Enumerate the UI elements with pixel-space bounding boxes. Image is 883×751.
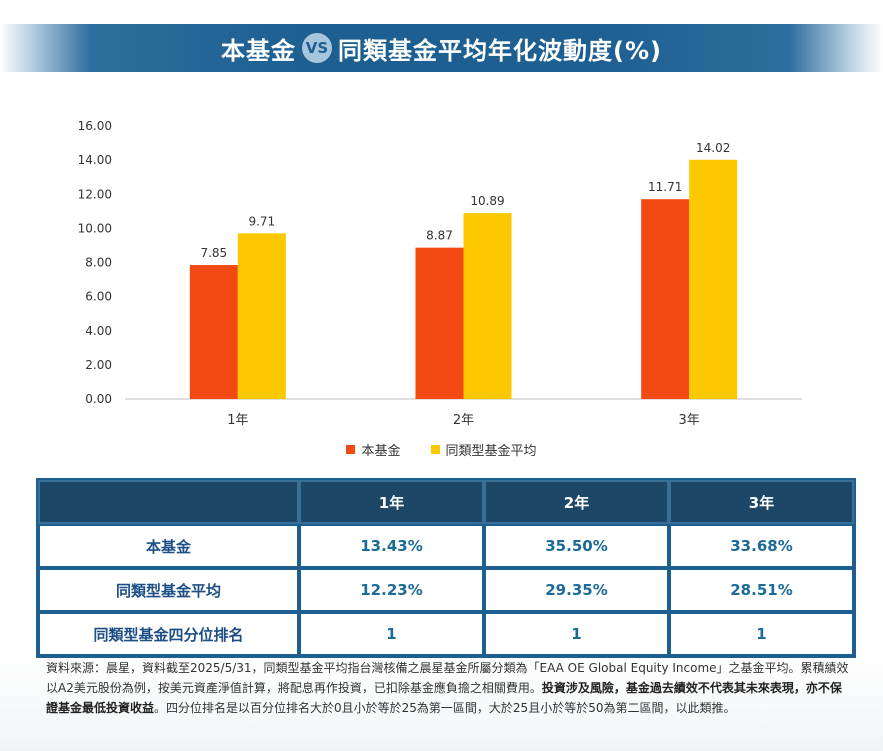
y-tick-label: 10.00 bbox=[78, 221, 112, 235]
footnote-quartile-note: 。四分位排名是以百分位排名大於0且小於等於25為第一區間，大於25且小於等於50… bbox=[154, 701, 736, 715]
bar-peer bbox=[463, 213, 512, 399]
performance-table: 1年 2年 3年 本基金 13.43% 35.50% 33.68% 同類型基金平… bbox=[36, 478, 856, 658]
legend-item-peer: 同類型基金平均 bbox=[430, 440, 537, 459]
bar-peer bbox=[689, 159, 738, 399]
row-label-quartile: 同類型基金四分位排名 bbox=[38, 612, 299, 656]
table-header-blank bbox=[38, 480, 299, 524]
y-tick-label: 4.00 bbox=[85, 324, 112, 338]
table-cell: 1 bbox=[299, 612, 484, 656]
bar-chart: 0.00 2.00 4.00 6.00 8.00 10.00 12.00 14.00 16.00… bbox=[78, 119, 802, 428]
table-cell: 33.68% bbox=[669, 524, 854, 568]
y-tick-label: 16.00 bbox=[78, 119, 112, 133]
x-tick-label: 3年 bbox=[679, 413, 700, 428]
bar-fund bbox=[415, 247, 464, 399]
data-label: 11.71 bbox=[648, 180, 682, 194]
x-tick-label: 1年 bbox=[227, 413, 248, 428]
title-left: 本基金 bbox=[221, 36, 296, 65]
table-row: 同類型基金四分位排名 1 1 1 bbox=[38, 612, 854, 656]
table-row: 本基金 13.43% 35.50% 33.68% bbox=[38, 524, 854, 568]
table-header-row: 1年 2年 3年 bbox=[38, 480, 854, 524]
data-label: 7.85 bbox=[200, 246, 227, 260]
table-cell: 29.35% bbox=[484, 568, 669, 612]
row-label-peer: 同類型基金平均 bbox=[38, 568, 299, 612]
table-cell: 28.51% bbox=[669, 568, 854, 612]
y-tick-label: 12.00 bbox=[78, 187, 112, 201]
table-cell: 1 bbox=[669, 612, 854, 656]
y-tick-label: 6.00 bbox=[85, 290, 112, 304]
legend-item-fund: 本基金 bbox=[346, 440, 401, 459]
x-tick-label: 2年 bbox=[453, 413, 474, 428]
footnote-risk-warning: 投資涉及風險，基金過去績效不代表其未來表現，亦不保證基金最低投資收益 bbox=[46, 681, 842, 715]
table-cell: 13.43% bbox=[299, 524, 484, 568]
legend-swatch-fund bbox=[346, 445, 356, 454]
footnote: 資料來源：晨星，資料截至2025/5/31，同類型基金平均指台灣核備之晨星基金所… bbox=[46, 658, 851, 718]
table-header-2y: 2年 bbox=[484, 480, 669, 524]
data-label: 14.02 bbox=[696, 141, 730, 155]
title-right: 同類基金平均年化波動度(%) bbox=[338, 36, 662, 65]
data-label: 8.87 bbox=[426, 229, 453, 243]
bar-fund bbox=[189, 265, 238, 399]
data-label: 9.71 bbox=[248, 214, 275, 228]
legend-label-peer: 同類型基金平均 bbox=[445, 444, 537, 459]
table-cell: 35.50% bbox=[484, 524, 669, 568]
legend-label-fund: 本基金 bbox=[361, 444, 401, 459]
bar-fund bbox=[641, 199, 690, 399]
table-header-1y: 1年 bbox=[299, 480, 484, 524]
title-banner: 本基金 VS 同類基金平均年化波動度(%) bbox=[0, 24, 883, 72]
bar-peer bbox=[237, 233, 286, 399]
table-row: 同類型基金平均 12.23% 29.35% 28.51% bbox=[38, 568, 854, 612]
row-label-fund: 本基金 bbox=[38, 524, 299, 568]
legend-swatch-peer bbox=[430, 445, 440, 454]
y-tick-label: 14.00 bbox=[78, 153, 112, 167]
y-tick-label: 0.00 bbox=[85, 392, 112, 406]
chart-title: 本基金 VS 同類基金平均年化波動度(%) bbox=[0, 24, 883, 72]
y-tick-label: 2.00 bbox=[85, 358, 112, 372]
data-label: 10.89 bbox=[470, 194, 504, 208]
table-cell: 1 bbox=[484, 612, 669, 656]
footnote-text: 資料來源：晨星，資料截至2025/5/31，同類型基金平均指台灣核備之晨星基金所… bbox=[46, 661, 849, 695]
vs-badge: VS bbox=[302, 33, 332, 63]
chart-legend: 本基金 同類型基金平均 bbox=[0, 440, 883, 459]
y-tick-label: 8.00 bbox=[85, 256, 112, 270]
table-header-3y: 3年 bbox=[669, 480, 854, 524]
table-cell: 12.23% bbox=[299, 568, 484, 612]
